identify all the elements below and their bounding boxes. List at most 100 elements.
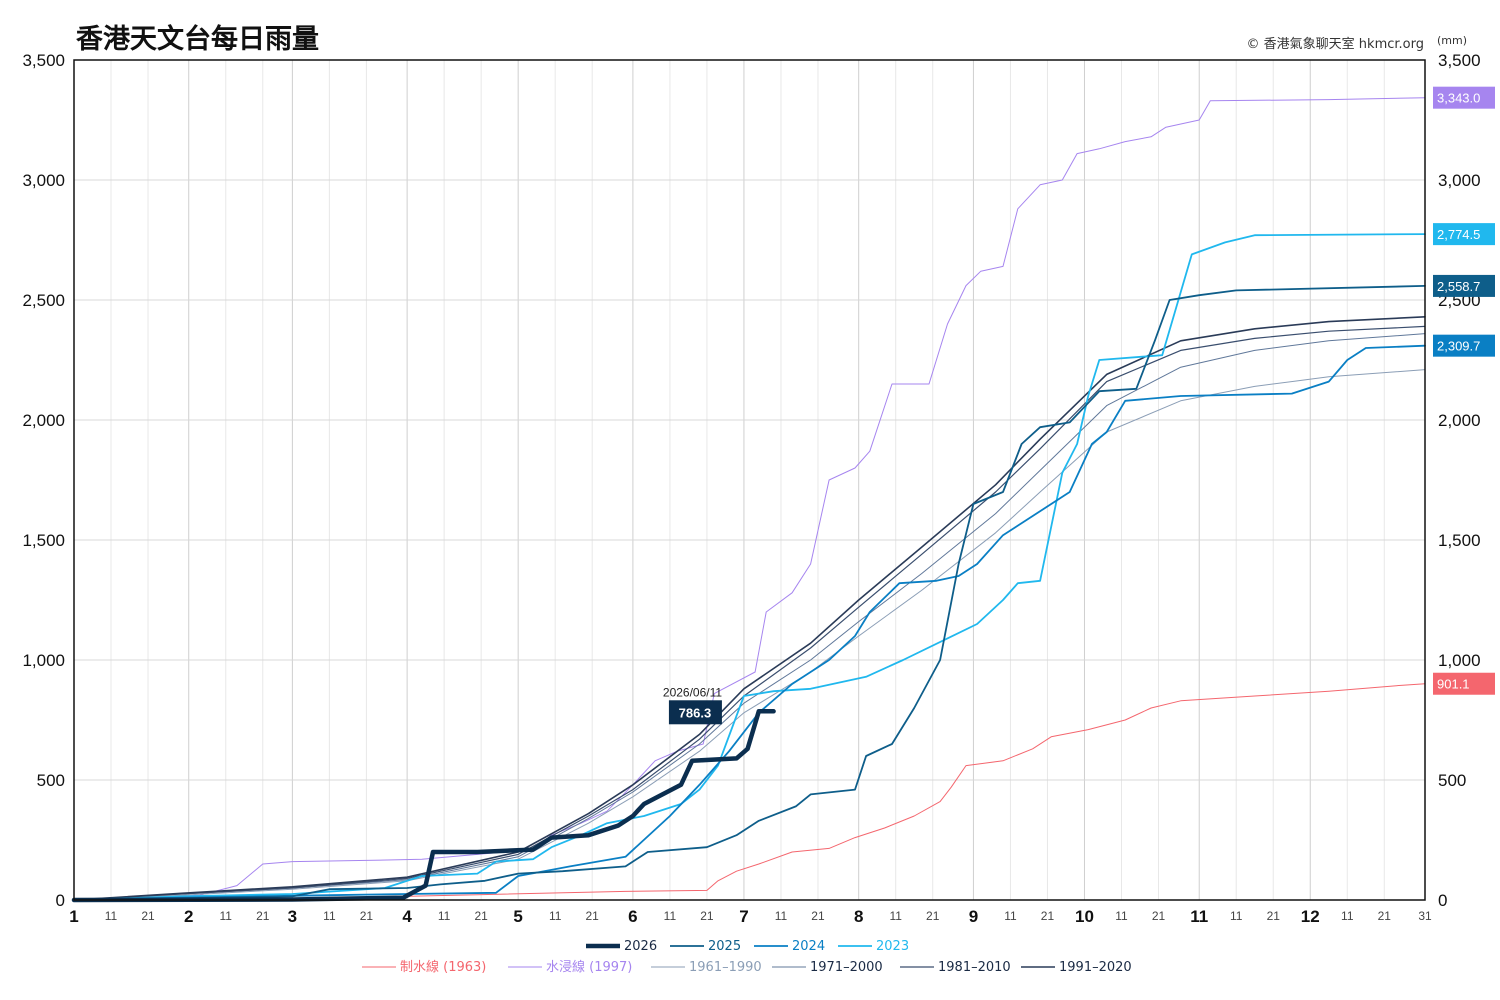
x-tick-month: 10 xyxy=(1075,907,1094,926)
legend: 2026 2025 2024 2023 制水線 (1963) 水浸線 (1997) 1961… xyxy=(362,939,1132,975)
x-tick-month: 2 xyxy=(184,907,193,926)
legend-item[interactable]: 2025 xyxy=(670,939,741,954)
legend-label: 1961–1990 xyxy=(689,960,762,975)
x-tick-day: 21 xyxy=(586,909,600,923)
x-tick-month: 8 xyxy=(854,907,863,926)
x-tick-month: 1 xyxy=(69,907,78,926)
y-tick-label-left: 2,000 xyxy=(22,411,65,430)
series-line-5 xyxy=(73,316,1426,901)
end-label-box xyxy=(1433,274,1495,297)
legend-label: 1971–2000 xyxy=(810,960,883,975)
x-tick-month: 7 xyxy=(739,907,748,926)
legend-item[interactable]: 1961–1990 xyxy=(651,960,762,975)
series-line-7 xyxy=(73,344,1426,901)
end-label-6: 2,774.5 xyxy=(1433,223,1495,246)
legend-label: 2026 xyxy=(624,939,657,954)
x-tick-day: 21 xyxy=(474,909,488,923)
y-tick-label-left: 3,500 xyxy=(22,51,65,70)
x-tick-day: 11 xyxy=(1341,909,1354,923)
legend-item[interactable]: 制水線 (1963) xyxy=(362,959,486,975)
series-layer xyxy=(71,97,1426,903)
end-label-0: 901.1 xyxy=(1433,672,1495,695)
credit-text[interactable]: © 香港氣象聊天室 hkmcr.org xyxy=(1247,36,1424,52)
x-tick-day: 21 xyxy=(360,909,374,923)
series-line-0 xyxy=(73,683,1426,901)
y-tick-label-left: 500 xyxy=(37,771,65,790)
x-tick-day: 11 xyxy=(1115,909,1128,923)
y-tick-label-left: 1,000 xyxy=(22,651,65,670)
y-tick-label-left: 2,500 xyxy=(22,291,65,310)
annotation: 2026/06/11 786.3 xyxy=(663,685,722,725)
end-label-text: 2,774.5 xyxy=(1437,227,1480,242)
x-tick-day: 21 xyxy=(1267,909,1281,923)
legend-label: 1991–2020 xyxy=(1059,960,1132,975)
series-line-6 xyxy=(73,233,1426,901)
x-tick-day: 21 xyxy=(1041,909,1055,923)
end-label-text: 3,343.0 xyxy=(1437,91,1480,106)
end-label-8: 2,558.7 xyxy=(1433,274,1495,297)
x-tick-month: 5 xyxy=(513,907,522,926)
annotation-value: 786.3 xyxy=(679,705,712,720)
x-tick-month: 9 xyxy=(969,907,978,926)
legend-item[interactable]: 2026 xyxy=(586,939,657,954)
legend-item[interactable]: 2023 xyxy=(838,939,909,954)
y-tick-label-right: 0 xyxy=(1438,891,1447,910)
legend-item[interactable]: 1991–2020 xyxy=(1021,960,1132,975)
x-axis: 1 11 21 2 11 21 3 11 21 4 11 21 5 11 21 6 11 21 7 11 21 8 11 21… xyxy=(69,907,1432,926)
x-tick-day: 21 xyxy=(700,909,714,923)
y-tick-label-right: 1,500 xyxy=(1438,531,1481,550)
x-tick-day: 11 xyxy=(105,909,118,923)
x-tick-day: 11 xyxy=(775,909,788,923)
series-line-4 xyxy=(73,325,1426,901)
x-tick-day: 21 xyxy=(141,909,155,923)
legend-item[interactable]: 1971–2000 xyxy=(772,960,883,975)
y-tick-label-right: 2,000 xyxy=(1438,411,1481,430)
legend-item[interactable]: 水浸線 (1997) xyxy=(508,959,632,975)
legend-item[interactable]: 2024 xyxy=(754,939,825,954)
series-line-3 xyxy=(73,333,1426,901)
end-label-text: 2,309.7 xyxy=(1437,339,1480,354)
annotation-date: 2026/06/11 xyxy=(663,685,722,699)
series-line-9 xyxy=(71,709,776,903)
end-labels: 901.1 3,343.0 2,774.5 2,309.7 2,558.7 xyxy=(1433,86,1495,695)
x-tick-day: 21 xyxy=(811,909,825,923)
x-tick-month: 12 xyxy=(1301,907,1320,926)
x-tick-day: 11 xyxy=(1004,909,1017,923)
x-tick-day: 21 xyxy=(926,909,940,923)
y-tick-label-left: 1,500 xyxy=(22,531,65,550)
y-tick-label-right: 1,000 xyxy=(1438,651,1481,670)
y-tick-label-right: 3,500 xyxy=(1438,51,1481,70)
y-tick-label-left: 0 xyxy=(56,891,65,910)
x-tick-day: 11 xyxy=(664,909,677,923)
end-label-text: 901.1 xyxy=(1437,677,1470,692)
legend-label: 1981–2010 xyxy=(938,960,1011,975)
x-tick-day: 11 xyxy=(438,909,451,923)
x-tick-day: 11 xyxy=(889,909,902,923)
x-tick-month: 11 xyxy=(1190,907,1208,926)
series-line-1 xyxy=(73,97,1426,901)
legend-label: 2024 xyxy=(792,939,825,954)
y-axis-left: 0 500 1,000 1,500 2,000 2,500 3,000 3,500 xyxy=(22,51,65,910)
annotation-box xyxy=(668,700,722,725)
x-tick-month: 3 xyxy=(288,907,297,926)
x-tick-day: 11 xyxy=(323,909,336,923)
end-label-1: 3,343.0 xyxy=(1433,86,1495,109)
x-tick-day: 21 xyxy=(1378,909,1392,923)
x-tick-day: 11 xyxy=(1230,909,1243,923)
legend-label: 制水線 (1963) xyxy=(400,959,486,975)
legend-item[interactable]: 1981–2010 xyxy=(900,960,1011,975)
x-tick-day: 21 xyxy=(256,909,270,923)
x-tick-month: 4 xyxy=(402,907,412,926)
x-tick-day: 11 xyxy=(549,909,562,923)
y-tick-label-left: 3,000 xyxy=(22,171,65,190)
end-label-box xyxy=(1433,223,1495,246)
legend-label: 2025 xyxy=(708,939,741,954)
end-label-7: 2,309.7 xyxy=(1433,334,1495,357)
end-label-text: 2,558.7 xyxy=(1437,279,1480,294)
unit-label: (mm) xyxy=(1437,34,1467,47)
series-line-8 xyxy=(73,285,1426,901)
legend-label: 水浸線 (1997) xyxy=(546,959,632,975)
end-label-box xyxy=(1433,334,1495,357)
